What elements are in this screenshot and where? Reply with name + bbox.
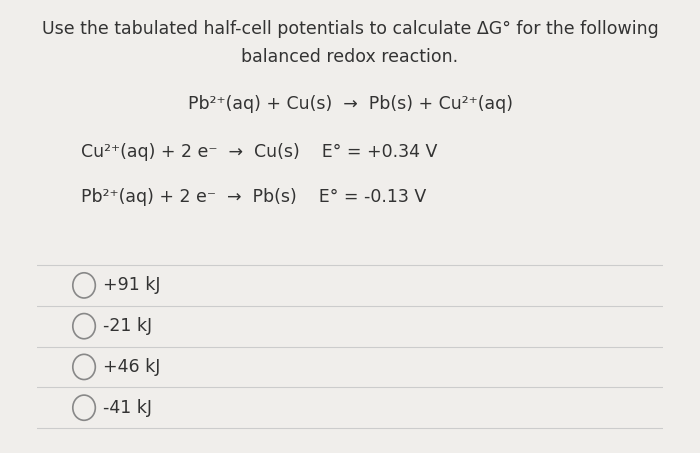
Text: -21 kJ: -21 kJ bbox=[103, 317, 152, 335]
Text: Pb²⁺(aq) + Cu(s)  →  Pb(s) + Cu²⁺(aq): Pb²⁺(aq) + Cu(s) → Pb(s) + Cu²⁺(aq) bbox=[188, 95, 512, 113]
Text: Use the tabulated half-cell potentials to calculate ΔG° for the following: Use the tabulated half-cell potentials t… bbox=[41, 20, 659, 39]
Text: -41 kJ: -41 kJ bbox=[103, 399, 152, 417]
Text: balanced redox reaction.: balanced redox reaction. bbox=[241, 48, 458, 66]
Text: +46 kJ: +46 kJ bbox=[103, 358, 160, 376]
Text: Cu²⁺(aq) + 2 e⁻  →  Cu(s)    E° = +0.34 V: Cu²⁺(aq) + 2 e⁻ → Cu(s) E° = +0.34 V bbox=[81, 143, 438, 161]
Text: Pb²⁺(aq) + 2 e⁻  →  Pb(s)    E° = -0.13 V: Pb²⁺(aq) + 2 e⁻ → Pb(s) E° = -0.13 V bbox=[81, 188, 426, 206]
Text: +91 kJ: +91 kJ bbox=[103, 276, 160, 294]
